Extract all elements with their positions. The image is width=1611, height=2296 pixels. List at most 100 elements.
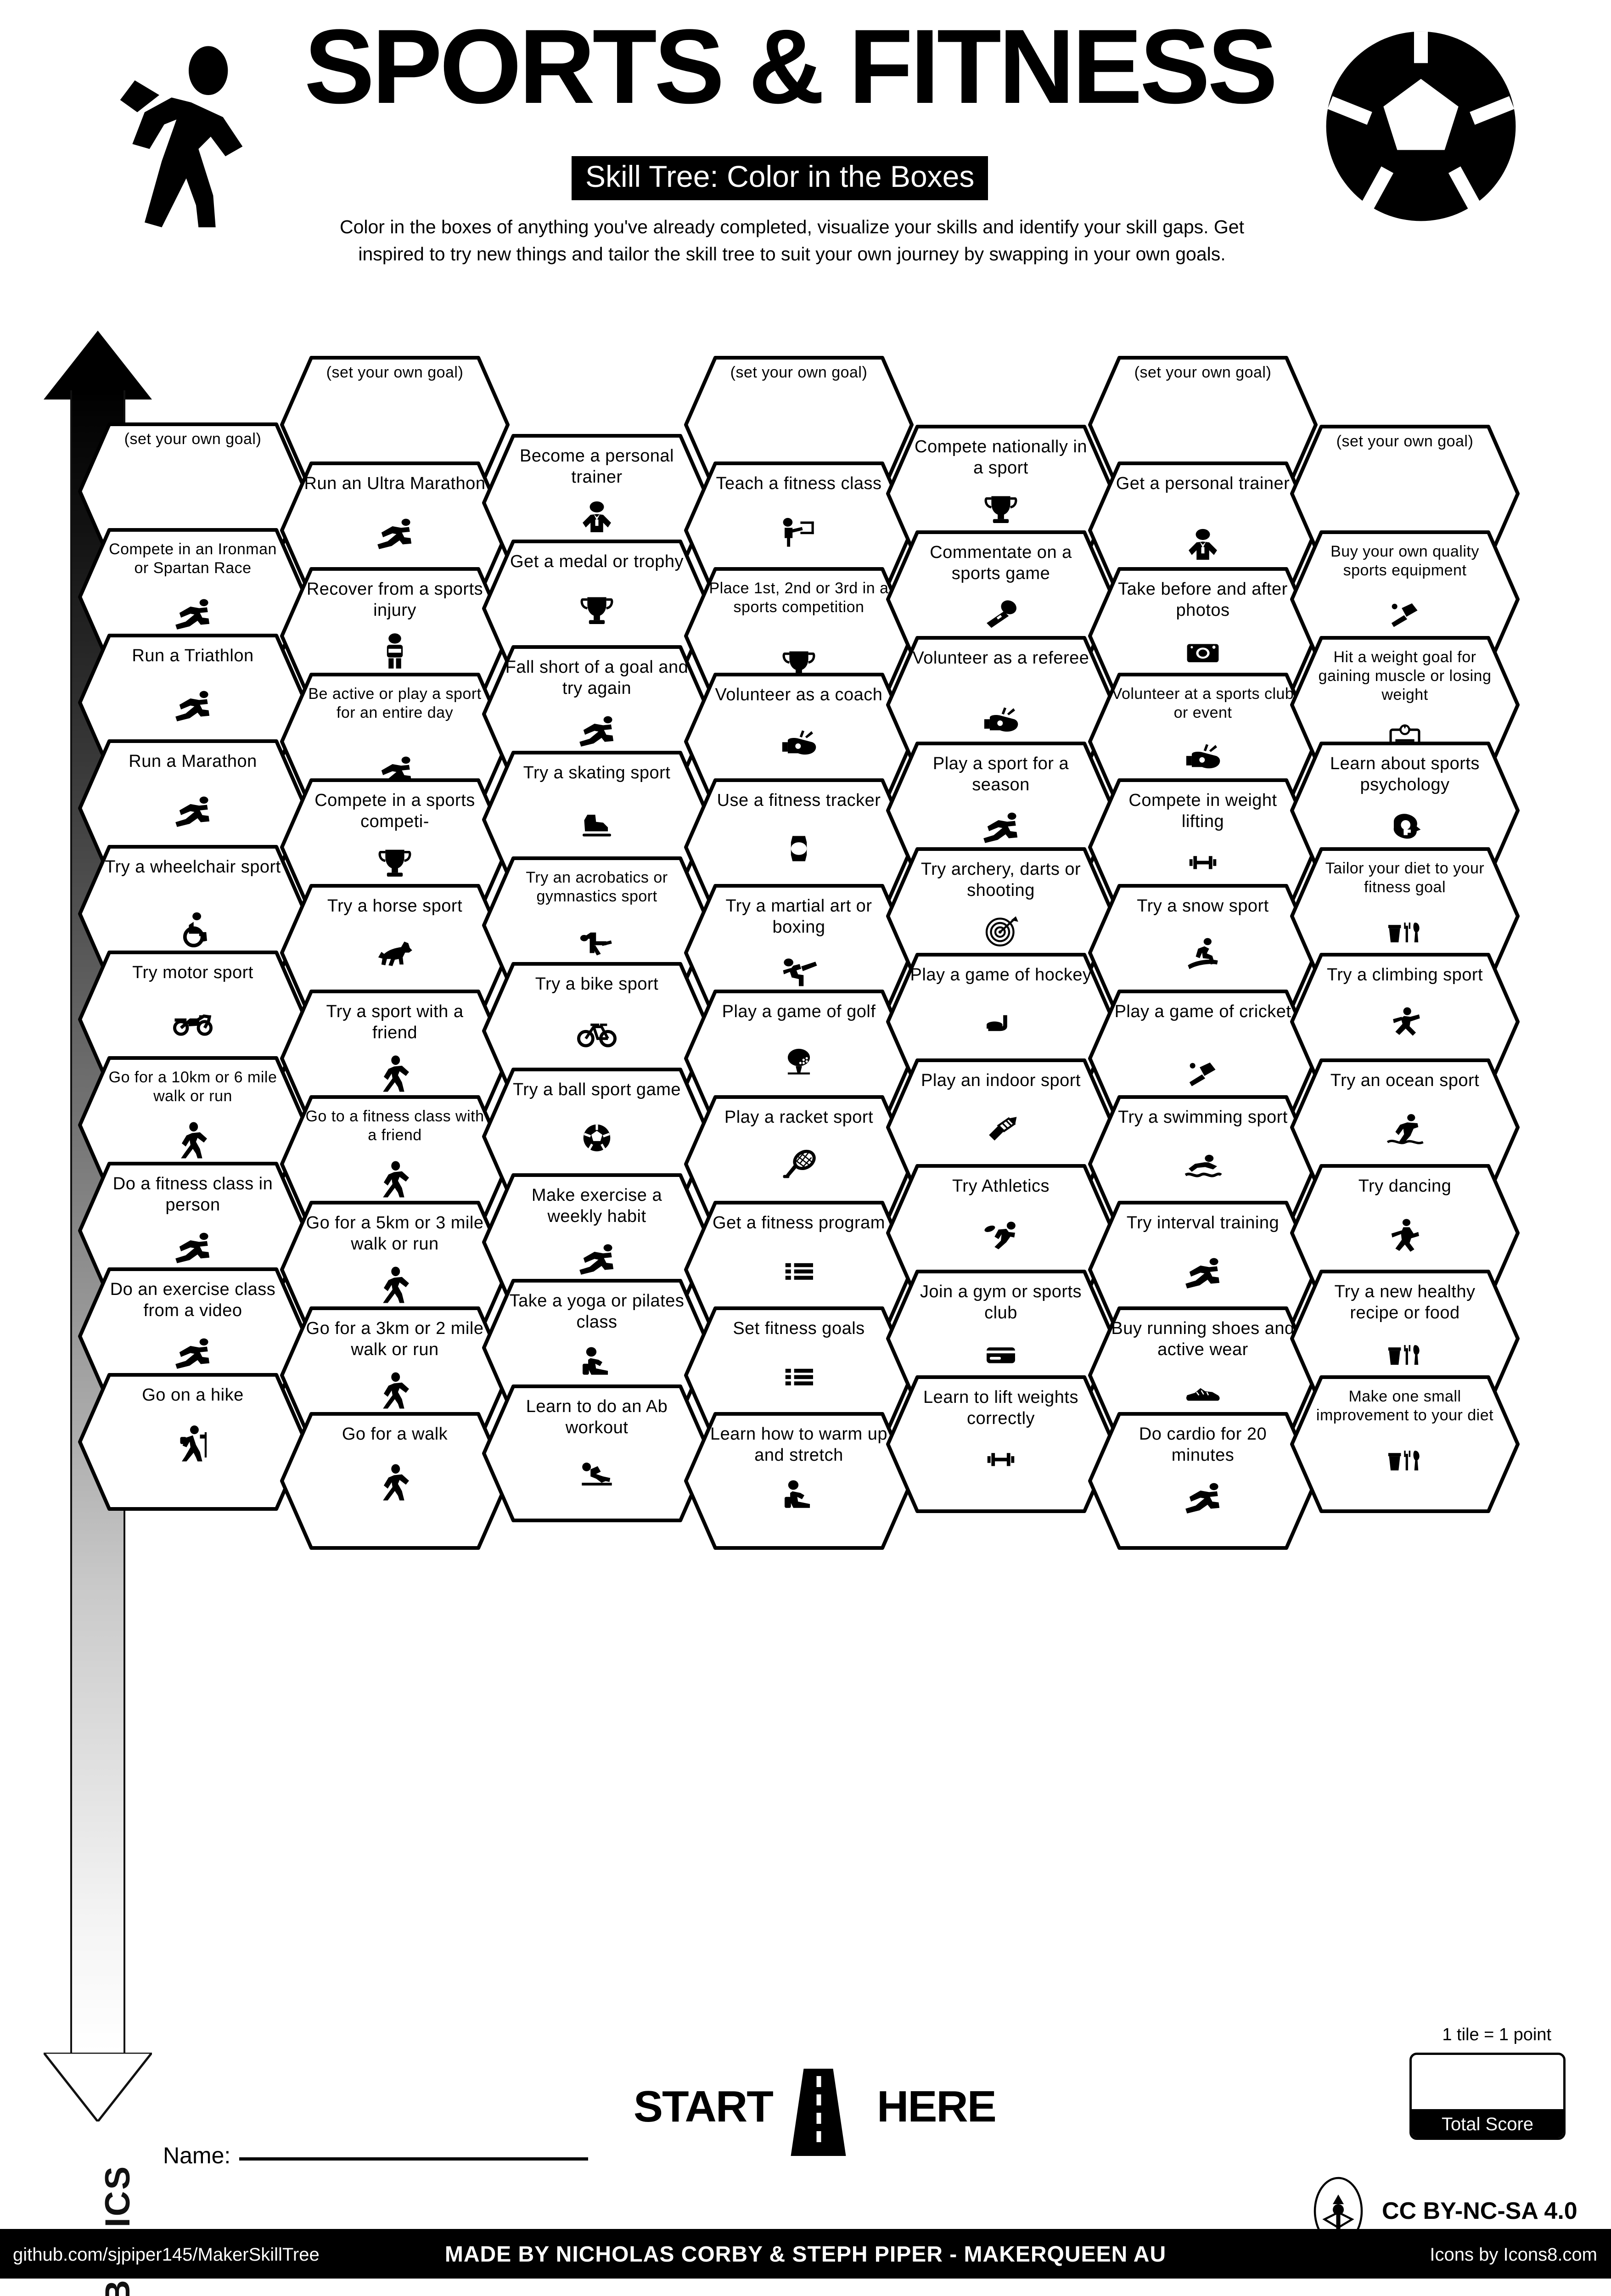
skill-tile[interactable]: (set your own goal) [1088,356,1318,494]
skill-tile[interactable]: Do cardio for 20 minutes [1088,1412,1318,1550]
skill-tile-label: Volunteer as a coach [715,685,883,704]
brain-icon [1290,806,1520,851]
horse-icon [280,934,510,980]
skill-tile[interactable]: Commentate on a sports game [886,530,1116,668]
name-input-line[interactable] [239,2157,589,2161]
footer-icons-credit[interactable]: Icons by Icons8.com [1430,2245,1597,2265]
name-field[interactable]: Name: [163,2142,668,2169]
skill-tile[interactable]: Get a personal trainer [1088,461,1318,599]
gymnast-icon [482,921,712,966]
skill-tile[interactable]: Try a climbing sport [1290,953,1520,1091]
skill-tile-label: Go for a 3km or 2 mile walk or run [306,1319,484,1359]
skill-tile-label: Go for a walk [342,1424,448,1444]
skill-tile[interactable]: Try a new healthy recipe or food [1290,1270,1520,1407]
skill-tile-label: Play a game of hockey [910,965,1092,985]
skill-tile[interactable]: Try interval training [1088,1201,1318,1339]
sprint-icon [280,512,510,557]
wheelchair-icon [78,909,308,955]
skill-tile-label: Do an exercise class from a video [110,1280,276,1320]
skill-tile[interactable]: Volunteer at a sports club or event [1088,673,1318,810]
whistle-icon [1088,737,1318,782]
page-footer: github.com/sjpiper145/MakerSkillTree MAD… [0,2229,1611,2279]
skill-tile[interactable]: Take before and after photos [1088,567,1318,705]
skill-tile-label: Get a medal or trophy [510,552,684,571]
shoe-icon [1088,1371,1318,1416]
skill-tile[interactable]: Try a snow sport [1088,884,1318,1022]
skill-tile[interactable]: Buy your own quality sports equipment [1290,530,1520,668]
whistle-icon [886,700,1116,746]
skill-tile-label: Volunteer at a sports club or event [1111,685,1294,722]
walk-icon [280,1054,510,1099]
skill-tile[interactable]: Run a Marathon [78,739,308,877]
skill-tile[interactable]: Try a ball sport game [482,1068,712,1205]
yoga-icon [482,1343,712,1389]
license-text: CC BY-NC-SA 4.0 [1382,2198,1577,2224]
skill-tile[interactable]: (set your own goal) [78,422,308,560]
skill-tile[interactable]: Try a skating sport [482,751,712,889]
skill-tile[interactable]: Try a sport with a friend [280,990,510,1127]
skill-tile-label: Learn to lift weights correctly [923,1388,1078,1428]
skill-tile[interactable]: Place 1st, 2nd or 3rd in a sports compet… [684,567,914,705]
sprint-icon [482,1238,712,1283]
target-icon [886,912,1116,957]
skill-tile[interactable]: Play a game of hockey [886,953,1116,1091]
skill-tile[interactable]: Compete nationally in a sport [886,425,1116,563]
total-score-box[interactable]: Total Score [1409,2053,1566,2140]
skill-tile[interactable]: Become a personal trainer [482,434,712,572]
tile-point-note: 1 tile = 1 point [1442,2025,1551,2044]
skill-tile[interactable]: Do a fitness class in person [78,1162,308,1300]
skill-tile-label: Become a personal trainer [520,446,674,487]
cricket-icon [1290,595,1520,640]
skill-tile[interactable]: Tailor your diet to your fitness goal [1290,847,1520,985]
skill-tile[interactable]: Compete in an Ironman or Spartan Race [78,528,308,666]
motorbike-icon [78,1001,308,1047]
skill-tile[interactable]: Do an exercise class from a video [78,1267,308,1405]
skill-tile[interactable]: Go for a 5km or 3 mile walk or run [280,1201,510,1339]
skill-tile[interactable]: Learn to do an Ab workout [482,1384,712,1522]
walk-icon [280,1265,510,1311]
trainer-icon [482,498,712,544]
skill-tile[interactable]: Play a game of golf [684,990,914,1127]
skill-tile[interactable]: Learn how to warm up and stretch [684,1412,914,1550]
skill-tile[interactable]: (set your own goal) [1290,425,1520,563]
running-person-icon [106,44,257,227]
skill-tile-label: Take before and after photos [1118,580,1288,620]
skill-tile[interactable]: Go for a walk [280,1412,510,1550]
skill-tile-label: Try a swimming sport [1118,1108,1288,1127]
sprint-icon [1088,1251,1318,1297]
skill-tile[interactable]: Try archery, darts or shooting [886,847,1116,985]
golf-icon [684,1040,914,1086]
discus-icon [886,1215,1116,1260]
skill-tile[interactable]: Make one small improvement to your diet [1290,1375,1520,1513]
skill-tile[interactable]: Play a sport for a season [886,742,1116,879]
skill-tile[interactable]: Play a game of cricket [1088,990,1318,1127]
skill-tile-label: Volunteer as a referee [912,648,1089,668]
skill-tile[interactable]: Fall short of a goal and try again [482,645,712,783]
skill-tile-label: Try an ocean sport [1330,1071,1480,1090]
skill-tile[interactable]: Hit a weight goal for gaining muscle or … [1290,636,1520,774]
skill-tile[interactable]: Play an indoor sport [886,1058,1116,1196]
skill-tile-label: Try a wheelchair sport [105,857,281,877]
skill-tile[interactable]: Go on a hike [78,1373,308,1511]
total-score-input[interactable] [1412,2055,1563,2109]
footer-repo-link[interactable]: github.com/sjpiper145/MakerSkillTree [13,2245,320,2265]
skill-tile[interactable]: Go to a fitness class with a friend [280,1095,510,1233]
skill-tile[interactable]: (set your own goal) [280,356,510,494]
skill-tile-label: (set your own goal) [326,364,464,381]
skill-tile[interactable]: Make exercise a weekly habit [482,1173,712,1311]
skill-tile[interactable]: Get a fitness program [684,1201,914,1339]
skill-tile[interactable]: Set fitness goals [684,1306,914,1444]
skill-tile-label: Try an acrobatics or gymnastics sport [526,869,668,906]
skill-tile-label: Fall short of a goal and try again [505,658,689,698]
surf-icon [1290,1109,1520,1154]
skill-tile[interactable]: Learn to lift weights correctly [886,1375,1116,1513]
meal-icon [1290,1440,1520,1485]
watch-icon [684,829,914,874]
swim-icon [1088,1146,1318,1191]
skill-tile[interactable]: Try a bike sport [482,962,712,1100]
skill-tile[interactable]: Teach a fitness class [684,461,914,599]
skill-tile[interactable]: Run a Triathlon [78,634,308,771]
here-label: HERE [877,2082,997,2131]
sprint-icon [78,1226,308,1272]
